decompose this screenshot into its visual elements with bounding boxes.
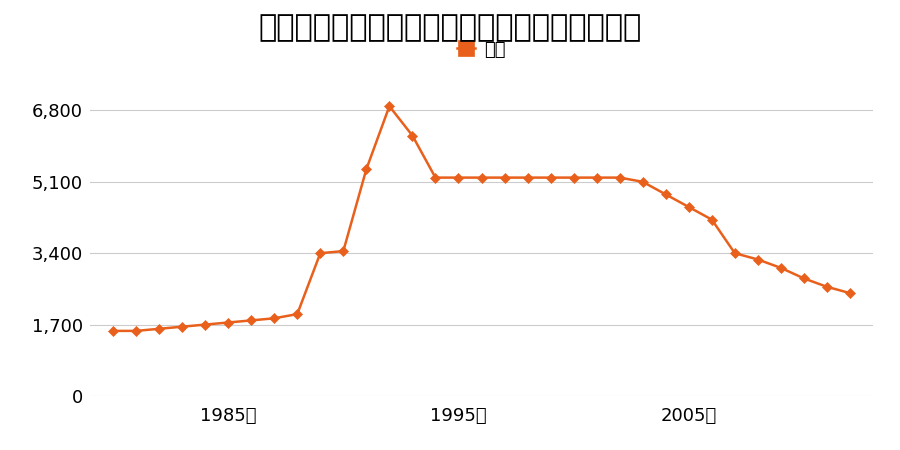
- 価格: [154, 326, 165, 332]
- 価格: [822, 284, 832, 289]
- 価格: [637, 179, 648, 184]
- 価格: [315, 251, 326, 256]
- 価格: [476, 175, 487, 180]
- 価格: [522, 175, 533, 180]
- Text: 大阪府富田林市大字龍泉１９９番１の地価推移: 大阪府富田林市大字龍泉１９９番１の地価推移: [258, 14, 642, 42]
- Line: 価格: 価格: [110, 103, 853, 334]
- 価格: [729, 251, 740, 256]
- 価格: [176, 324, 187, 329]
- 価格: [752, 257, 763, 262]
- 価格: [776, 265, 787, 270]
- 価格: [246, 318, 256, 323]
- 価格: [130, 328, 141, 333]
- 価格: [683, 204, 694, 210]
- 価格: [500, 175, 510, 180]
- 価格: [108, 328, 119, 333]
- 価格: [292, 311, 302, 317]
- 価格: [591, 175, 602, 180]
- 価格: [453, 175, 464, 180]
- 価格: [407, 133, 418, 138]
- 価格: [568, 175, 579, 180]
- 価格: [844, 290, 855, 296]
- 価格: [269, 315, 280, 321]
- 価格: [384, 104, 395, 109]
- 価格: [615, 175, 626, 180]
- 価格: [200, 322, 211, 327]
- 価格: [430, 175, 441, 180]
- 価格: [545, 175, 556, 180]
- 価格: [223, 320, 234, 325]
- 価格: [361, 166, 372, 172]
- 価格: [706, 217, 717, 222]
- 価格: [798, 276, 809, 281]
- Legend: 価格: 価格: [450, 33, 513, 66]
- 価格: [661, 192, 671, 197]
- 価格: [338, 248, 348, 254]
